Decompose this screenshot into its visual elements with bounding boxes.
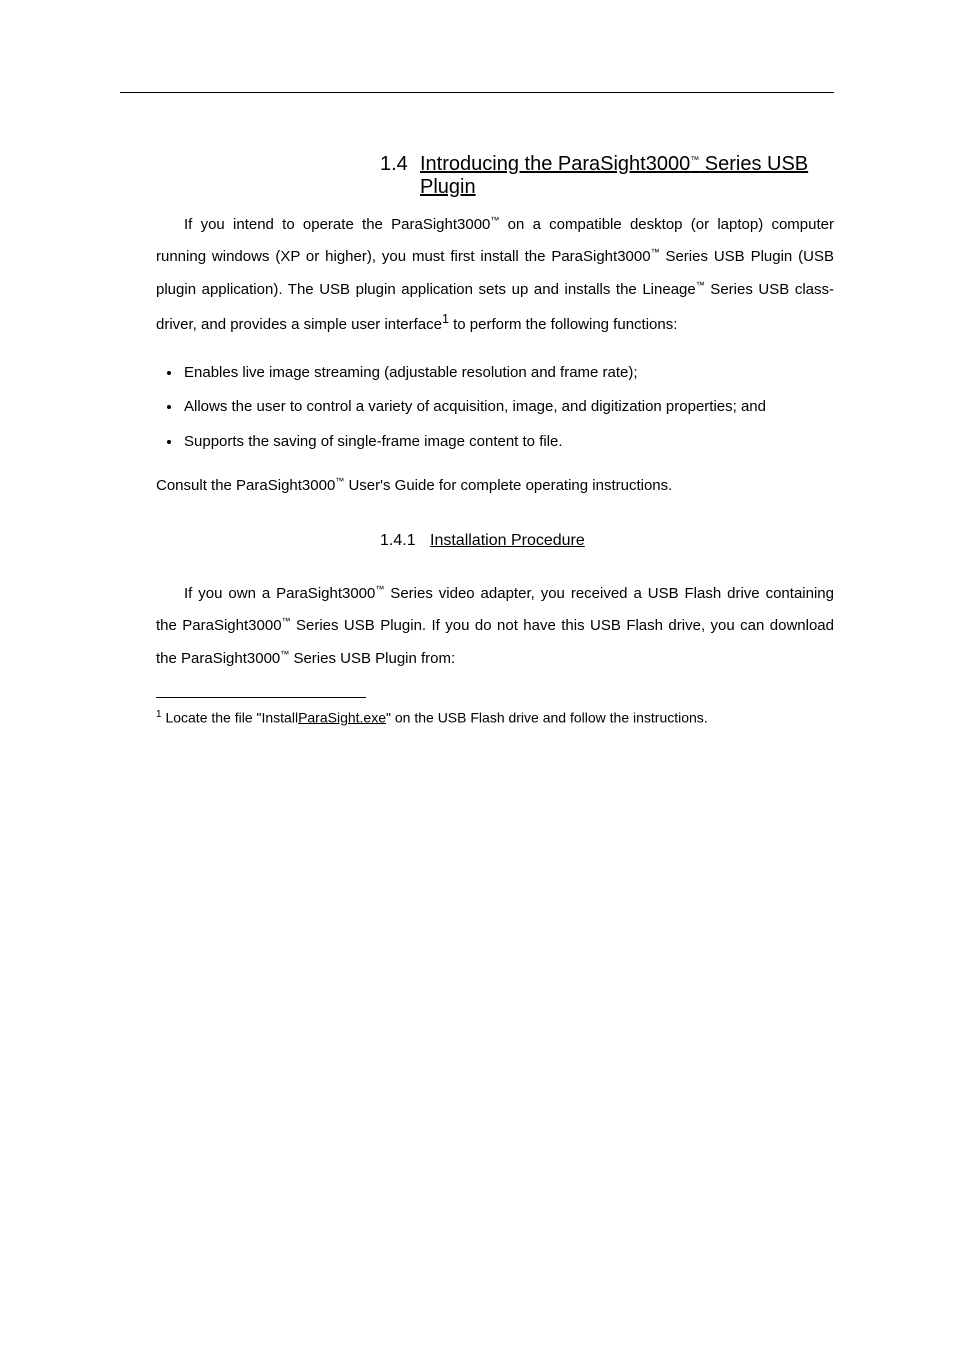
list-item: Enables live image streaming (adjustable… (182, 357, 834, 389)
section-title: Introducing the ParaSight3000™ Series US… (420, 153, 834, 199)
intro-3000-1: 3000 (457, 216, 490, 233)
tm-mark: ™ (282, 616, 291, 626)
post-list-paragraph: Consult the ParaSight3000™ User's Guide … (156, 470, 834, 502)
document-page: 1.4 Introducing the ParaSight3000™ Serie… (0, 0, 954, 1350)
footnote-filename: ParaSight.exe (298, 709, 386, 725)
install-a: If you own a ParaSight (184, 585, 342, 602)
subsection-heading: 1.4.1 Installation Procedure (120, 532, 834, 562)
subsection-number: 1.4.1 (380, 532, 416, 550)
intro-3000-2: 3000 (617, 248, 650, 265)
section-title-prefix: Introducing the ParaSight (420, 153, 646, 175)
install-3000-2: 3000 (248, 617, 281, 634)
list-item: Supports the saving of single-frame imag… (182, 426, 834, 458)
tm-mark: ™ (696, 280, 705, 290)
intro-text-a: If you intend to operate the ParaSight (184, 216, 457, 233)
feature-list: Enables live image streaming (adjustable… (182, 357, 834, 458)
list-item: Allows the user to control a variety of … (182, 391, 834, 423)
section-heading: 1.4 Introducing the ParaSight3000™ Serie… (120, 153, 834, 185)
tm-mark: ™ (335, 476, 344, 486)
install-3000-1: 3000 (342, 585, 375, 602)
body-content: If you intend to operate the ParaSight30… (120, 209, 834, 730)
footnote-ref: 1 (442, 312, 449, 326)
post-list-3000: 3000 (302, 477, 335, 494)
footnote-a: Locate the file "Install (162, 709, 299, 725)
subsection-title: Installation Procedure (430, 532, 585, 550)
footnote-c: " on the USB Flash drive and follow the … (386, 709, 708, 725)
tm-mark: ™ (690, 154, 699, 164)
footnote-rule (156, 697, 366, 698)
section-number: 1.4 (380, 153, 408, 176)
intro-text-e: to perform the following functions: (449, 316, 677, 333)
post-list-b: User's Guide for complete operating inst… (344, 477, 672, 494)
header-rule (120, 92, 834, 93)
section-title-3000: 3000 (646, 153, 691, 175)
post-list-a: Consult the ParaSight (156, 477, 302, 494)
intro-paragraph: If you intend to operate the ParaSight30… (156, 209, 834, 341)
install-paragraph: If you own a ParaSight3000™ Series video… (156, 578, 834, 675)
tm-mark: ™ (651, 247, 660, 257)
install-d: Series USB Plugin from: (289, 650, 455, 667)
footnote: 1 Locate the file "InstallParaSight.exe"… (156, 706, 834, 730)
install-3000-3: 3000 (247, 650, 280, 667)
tm-mark: ™ (280, 649, 289, 659)
